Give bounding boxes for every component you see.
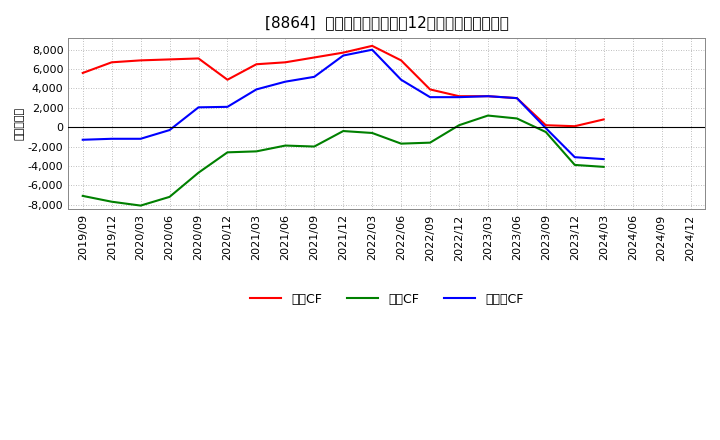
営業CF [599, 117, 608, 122]
営業CF [194, 56, 203, 61]
営業CF [484, 94, 492, 99]
投資CF [223, 150, 232, 155]
投資CF [252, 149, 261, 154]
フリーCF [136, 136, 145, 141]
フリーCF [454, 95, 463, 100]
フリーCF [541, 125, 550, 131]
投資CF [599, 164, 608, 169]
営業CF [454, 94, 463, 99]
投資CF [107, 199, 116, 204]
フリーCF [513, 95, 521, 101]
投資CF [570, 162, 579, 168]
Title: [8864]  キャッシュフローの12か月移動合計の推移: [8864] キャッシュフローの12か月移動合計の推移 [265, 15, 508, 30]
フリーCF [599, 157, 608, 162]
営業CF [368, 43, 377, 48]
投資CF [426, 140, 434, 145]
投資CF [541, 129, 550, 135]
営業CF [166, 57, 174, 62]
営業CF [310, 55, 318, 60]
営業CF [252, 62, 261, 67]
フリーCF [397, 77, 405, 82]
投資CF [136, 203, 145, 208]
Y-axis label: （百万円）: （百万円） [15, 107, 25, 140]
フリーCF [194, 105, 203, 110]
営業CF [136, 58, 145, 63]
営業CF [107, 60, 116, 65]
投資CF [513, 116, 521, 121]
フリーCF [368, 47, 377, 52]
営業CF [541, 123, 550, 128]
フリーCF [339, 53, 348, 58]
Line: フリーCF: フリーCF [83, 50, 603, 159]
営業CF [339, 50, 348, 55]
フリーCF [107, 136, 116, 141]
フリーCF [166, 128, 174, 133]
フリーCF [78, 137, 87, 143]
営業CF [281, 60, 289, 65]
Line: 投資CF: 投資CF [83, 116, 603, 205]
フリーCF [484, 94, 492, 99]
営業CF [513, 95, 521, 101]
営業CF [570, 124, 579, 129]
営業CF [223, 77, 232, 82]
投資CF [397, 141, 405, 146]
投資CF [310, 144, 318, 149]
投資CF [484, 113, 492, 118]
フリーCF [570, 154, 579, 160]
投資CF [368, 130, 377, 136]
フリーCF [223, 104, 232, 110]
投資CF [281, 143, 289, 148]
Legend: 営業CF, 投資CF, フリーCF: 営業CF, 投資CF, フリーCF [245, 288, 528, 311]
フリーCF [252, 87, 261, 92]
フリーCF [426, 95, 434, 100]
営業CF [397, 58, 405, 63]
投資CF [166, 194, 174, 199]
営業CF [426, 87, 434, 92]
投資CF [454, 123, 463, 128]
投資CF [194, 170, 203, 175]
フリーCF [281, 79, 289, 84]
投資CF [339, 128, 348, 134]
投資CF [78, 193, 87, 198]
営業CF [78, 70, 87, 76]
フリーCF [310, 74, 318, 80]
Line: 営業CF: 営業CF [83, 46, 603, 126]
